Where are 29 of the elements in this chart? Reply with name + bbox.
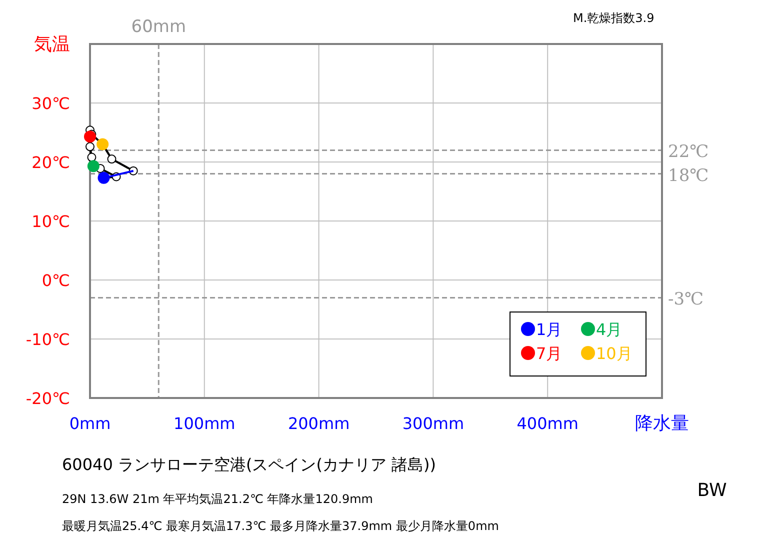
ref-line-label: 60mm <box>131 17 186 37</box>
y-axis-title: 気温 <box>34 34 70 55</box>
x-axis-title: 降水量 <box>635 413 689 434</box>
legend-label: 7月 <box>536 344 562 363</box>
ref-line-label: 18℃ <box>668 166 709 186</box>
y-tick-label: 30℃ <box>32 94 70 113</box>
text: BW <box>697 480 727 501</box>
point <box>107 154 116 164</box>
x-tick-label: 0mm <box>69 414 111 433</box>
y-tick-label: 10℃ <box>32 212 70 231</box>
x-tick-label: 400mm <box>516 414 578 433</box>
legend-label: 1月 <box>536 320 562 339</box>
text: 60040 ランサローテ空港(スペイン(カナリア 諸島)) <box>62 455 436 474</box>
x-tick-label: 100mm <box>174 414 236 433</box>
ref-line-label: 22℃ <box>668 142 709 162</box>
point <box>87 152 96 162</box>
text: M.乾燥指数3.9 <box>573 11 654 25</box>
y-tick-label: -10℃ <box>26 330 70 349</box>
x-tick-label: 300mm <box>402 414 464 433</box>
y-tick-label: 20℃ <box>32 153 70 172</box>
y-tick-label: -20℃ <box>26 389 70 408</box>
text: 最暖月気温25.4℃ 最寒月気温17.3℃ 最多月降水量37.9mm 最少月降水量0mm <box>62 519 499 533</box>
text: 29N 13.6W 21m 年平均気温21.2℃ 年降水量120.9mm <box>62 492 373 506</box>
point <box>86 142 94 152</box>
ref-line-label: -3℃ <box>668 290 704 310</box>
y-tick-label: 0℃ <box>42 271 70 290</box>
legend-label: 10月 <box>596 344 632 363</box>
x-tick-label: 200mm <box>288 414 350 433</box>
legend-label: 4月 <box>596 320 622 339</box>
